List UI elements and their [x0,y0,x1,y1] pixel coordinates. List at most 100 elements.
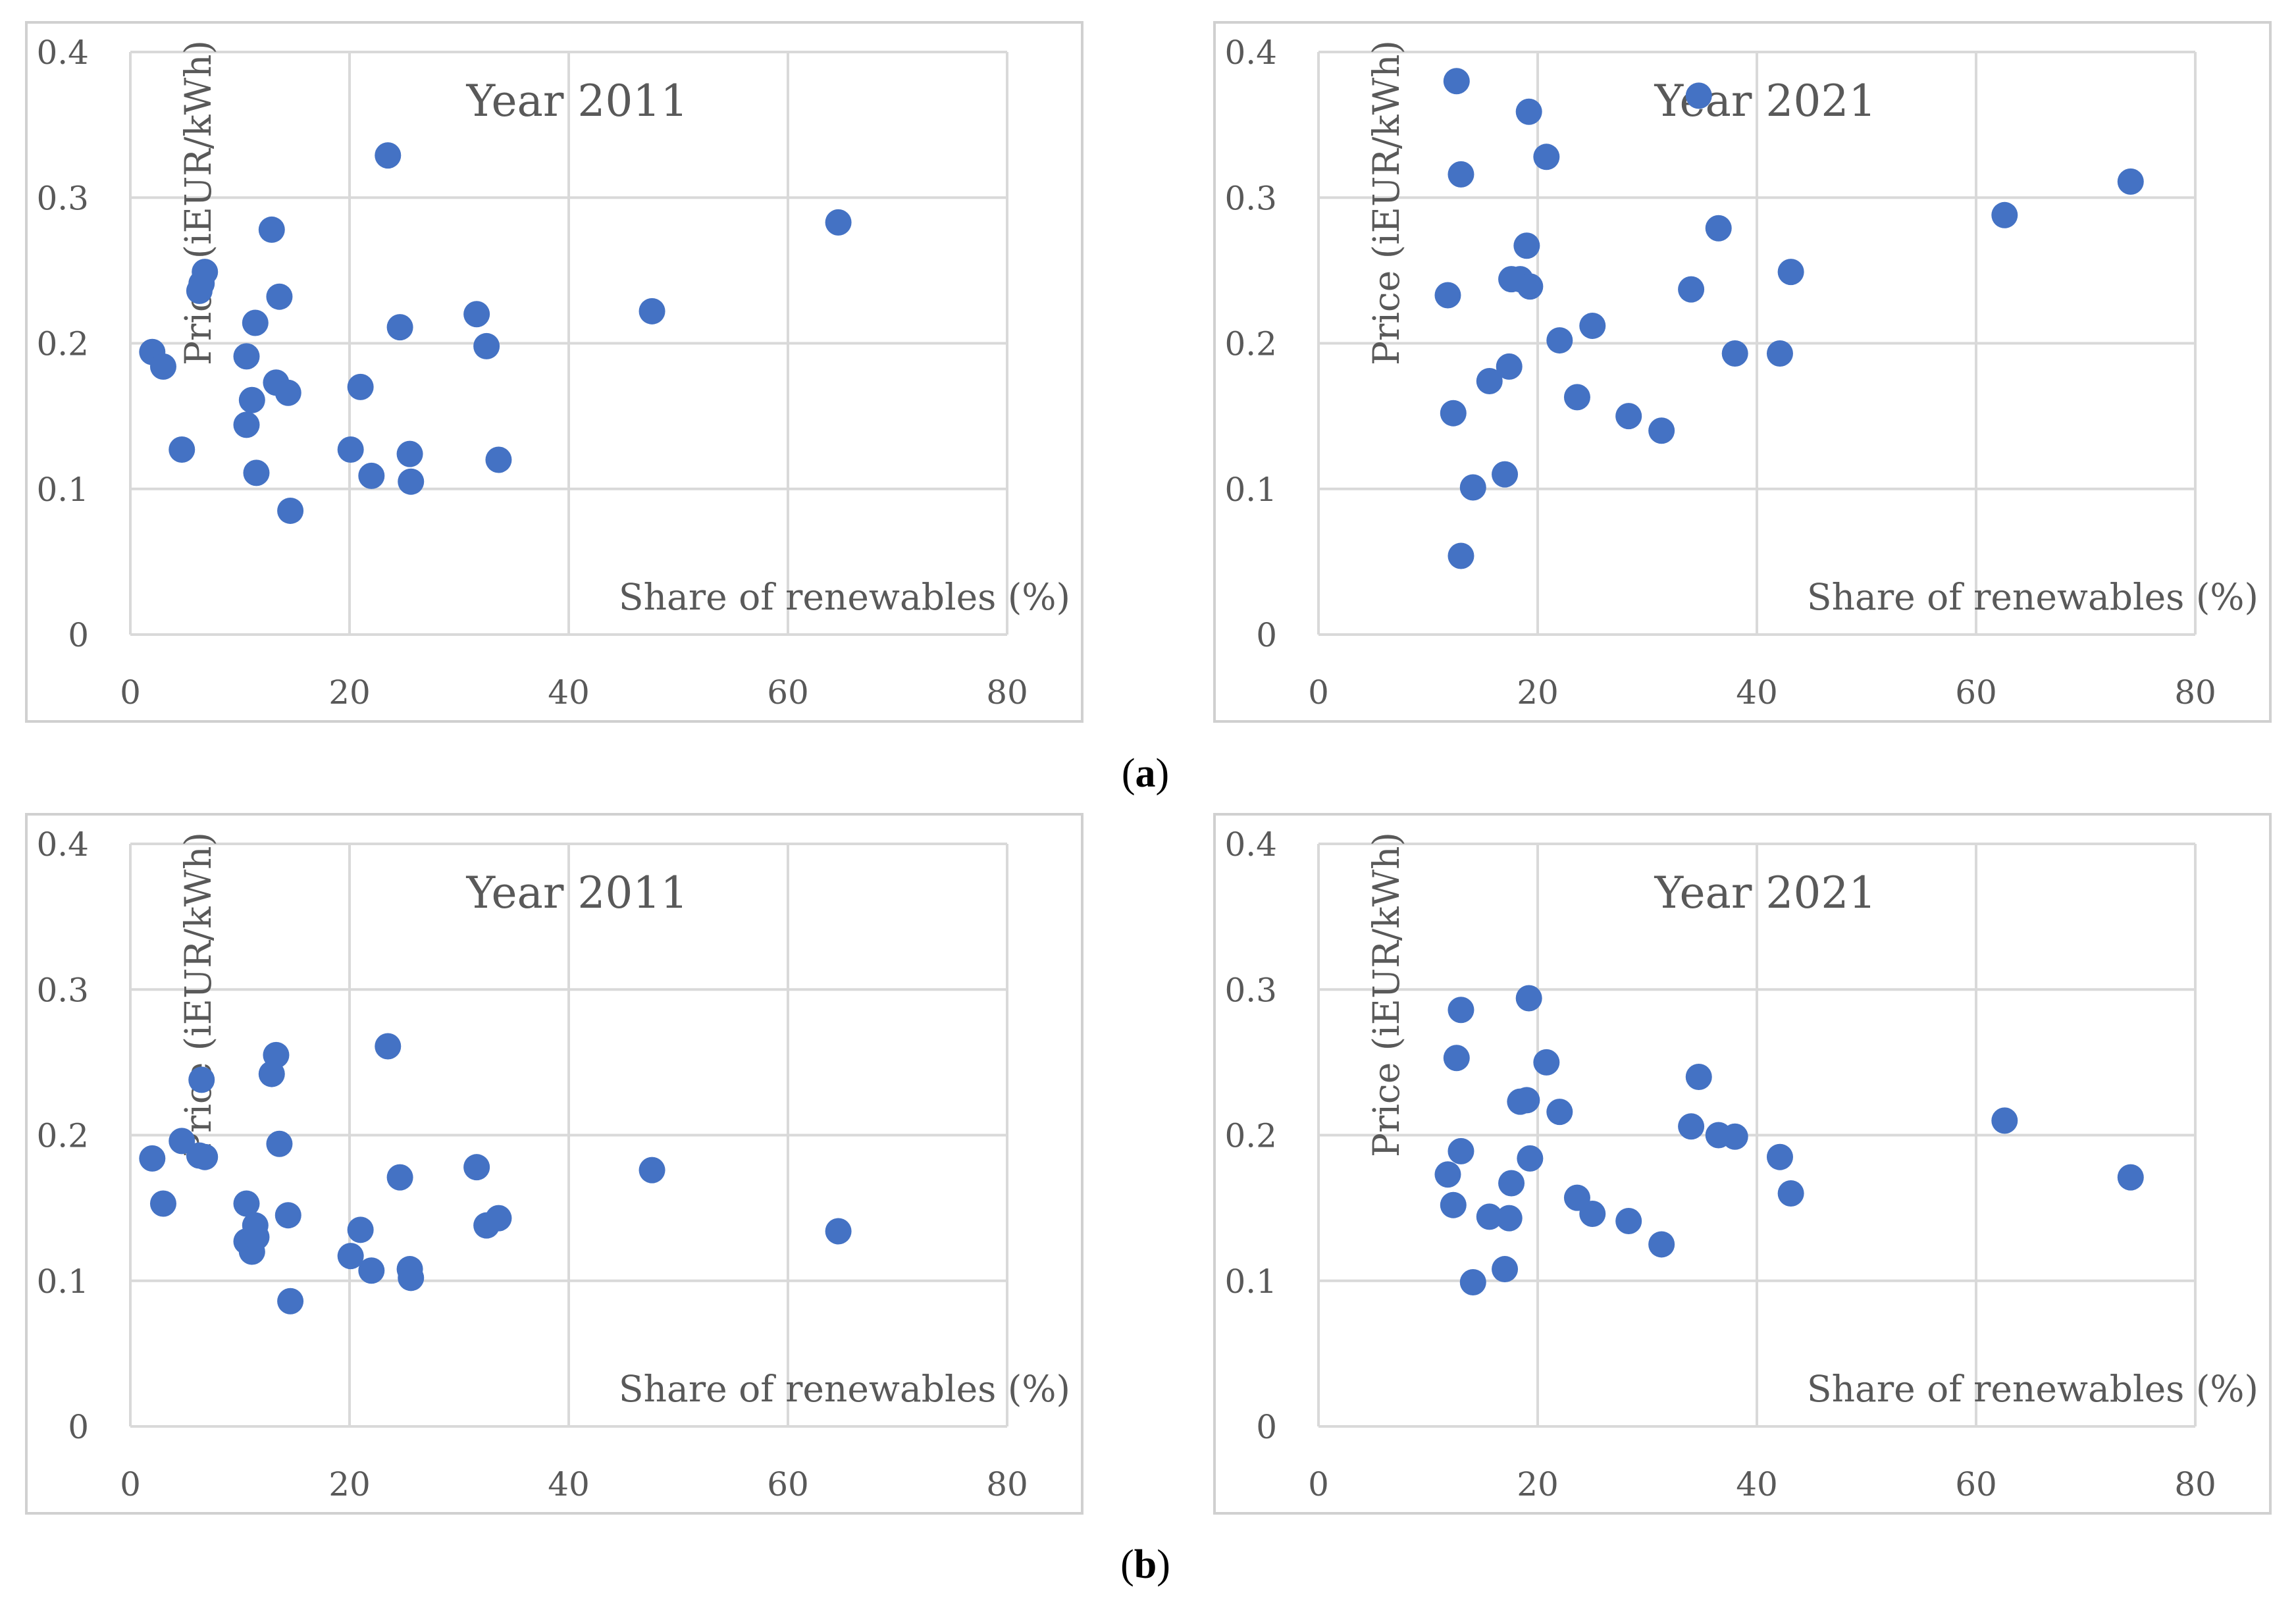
data-point [238,386,265,413]
y-tick-label: 0 [68,616,89,654]
data-point [149,353,176,380]
data-point [1685,82,1712,109]
data-point [188,1066,215,1093]
caption-label: a [1135,751,1156,796]
data-point [1615,1208,1642,1235]
data-point [825,1218,852,1245]
data-point [1434,1161,1461,1188]
data-point [1440,1191,1467,1218]
y-axis-label: Price (iEUR/kWh) [177,832,219,1157]
data-point [2117,168,2144,195]
data-point [1448,1137,1474,1164]
x-tick-label: 40 [1736,1465,1778,1503]
y-axis-label: Price (iEUR/kWh) [1365,832,1407,1157]
data-point [1777,259,1804,286]
y-tick-label: 0 [68,1408,89,1446]
data-point [263,1041,290,1068]
data-point [639,298,665,325]
data-point [337,1243,364,1270]
data-point [274,379,301,406]
data-point [825,209,852,236]
chart-panel-a-2011: 0 20 40 60 80 0 0.1 0.2 0.3 0.4 Year 2011 Share of … [25,21,1083,723]
data-point [463,1154,490,1181]
data-point [1513,232,1540,259]
data-point [463,301,490,328]
data-point [1766,340,1793,367]
data-point [1459,474,1486,501]
y-tick-label: 0.2 [36,1117,89,1155]
caption-b: (b) [1047,1542,1244,1588]
data-point [233,1190,260,1217]
data-point [2117,1164,2144,1191]
x-tick-label: 80 [986,673,1028,712]
data-point [1443,68,1470,95]
data-point [1991,1107,2018,1134]
y-tick-label: 0.4 [1224,34,1277,72]
y-tick-label: 0.3 [36,971,89,1009]
data-point [258,216,285,243]
data-point [1546,327,1573,354]
data-point [1563,384,1590,411]
data-point [169,436,196,463]
data-point [192,259,219,286]
y-tick-label: 0.3 [1224,971,1277,1009]
y-tick-label: 0.1 [1224,471,1277,509]
data-point [1678,276,1705,303]
x-tick-label: 20 [1517,1465,1559,1503]
x-tick-label: 40 [548,673,590,712]
x-axis-label: Share of renewables (%) [1807,1368,2258,1410]
data-point [398,1264,425,1291]
data-point [386,1164,413,1191]
y-tick-label: 0.3 [36,179,89,217]
x-axis-label: Share of renewables (%) [619,576,1070,618]
x-tick-label: 0 [1308,1465,1329,1503]
data-point [266,1130,293,1157]
chart-title: Year 2011 [466,76,689,126]
data-point [1448,161,1474,188]
y-tick-label: 0.3 [1224,179,1277,217]
data-point [1443,1045,1470,1072]
data-point [277,1288,304,1315]
data-point [243,459,270,486]
data-point [1579,312,1606,339]
y-tick-label: 0.4 [36,825,89,864]
scatter-chart: 0 20 40 60 80 0 0.1 0.2 0.3 0.4 Year 2011 Share of … [36,34,1070,712]
data-point [1476,1203,1503,1230]
data-point [1498,1170,1525,1197]
data-point [169,1128,196,1155]
data-point [233,411,260,438]
caption-open: ( [1120,1542,1134,1587]
data-point [358,462,385,489]
data-point [243,1224,270,1251]
caption-label: b [1134,1542,1157,1587]
data-point [1721,340,1748,367]
scatter-chart: 0 20 40 60 80 0 0.1 0.2 0.3 0.4 Year 2011 Share of … [36,825,1070,1503]
data-point [1991,201,2018,228]
data-point [1648,1231,1675,1258]
data-point [1517,273,1544,300]
data-point [485,1205,512,1232]
x-axis-label: Share of renewables (%) [619,1368,1070,1410]
y-tick-label: 0.1 [1224,1263,1277,1301]
y-tick-label: 0.2 [1224,1117,1277,1155]
caption-open: ( [1121,751,1135,796]
data-point [1685,1064,1712,1090]
x-tick-label: 80 [2174,1465,2216,1503]
data-point [1678,1113,1705,1140]
x-tick-label: 60 [767,673,809,712]
x-axis-label: Share of renewables (%) [1807,576,2258,618]
y-tick-label: 0.2 [36,325,89,363]
data-point [1766,1143,1793,1170]
data-point [1546,1099,1573,1126]
data-point [396,440,423,467]
data-point [242,309,269,336]
data-point [1777,1180,1804,1207]
data-point [1448,997,1474,1024]
data-point [1496,1205,1523,1232]
data-point [375,142,402,169]
data-point [1533,1049,1560,1076]
data-point [274,1202,301,1229]
data-point [347,373,374,400]
